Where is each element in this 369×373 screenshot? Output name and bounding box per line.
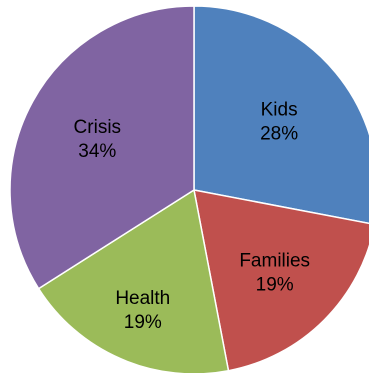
pie-slice-health xyxy=(37,188,230,373)
pie-slice-crisis xyxy=(9,5,195,290)
pie-slices xyxy=(9,5,369,373)
pie-label-families: Families xyxy=(239,251,310,272)
pie-label-kids: Kids xyxy=(261,100,298,121)
pie-slice-kids xyxy=(193,5,369,225)
pie-label-health: Health xyxy=(115,288,170,309)
pie-value-families: 19% xyxy=(256,275,294,296)
pie-value-crisis: 34% xyxy=(78,141,116,162)
pie-slice-families xyxy=(193,189,369,372)
pie-label-crisis: Crisis xyxy=(74,117,122,138)
pie-value-kids: 28% xyxy=(260,124,298,145)
pie-value-health: 19% xyxy=(124,312,162,333)
pie-labels: Kids 28% Families 19% Health 19% Crisis 34% xyxy=(74,100,311,334)
